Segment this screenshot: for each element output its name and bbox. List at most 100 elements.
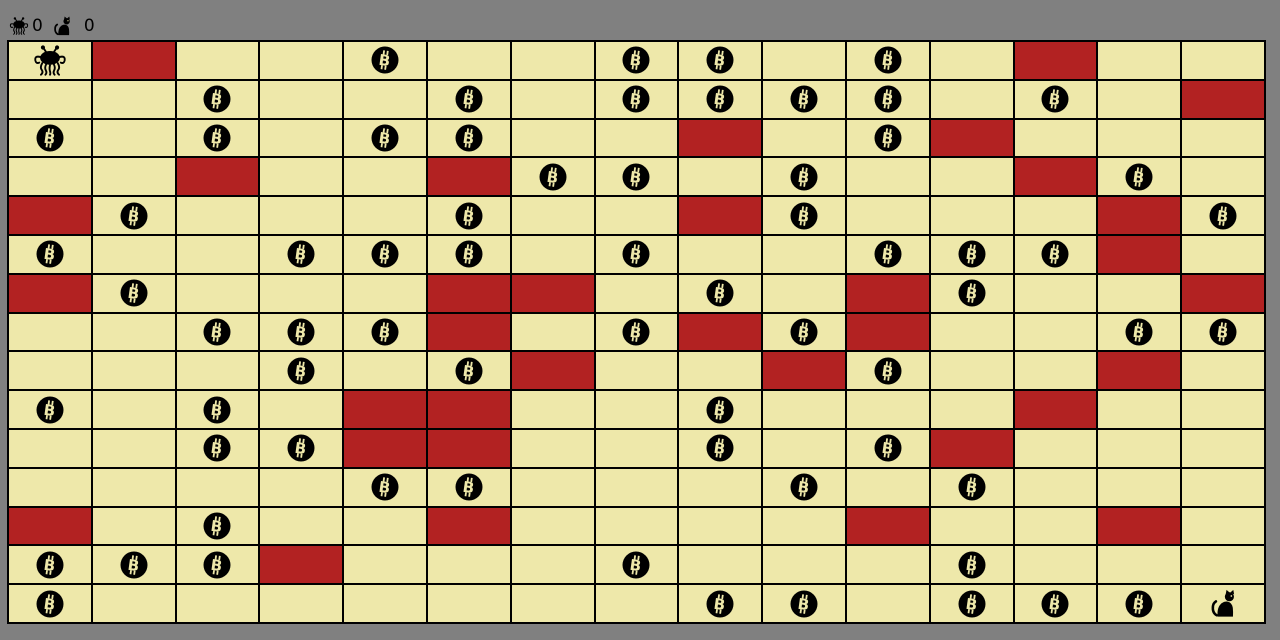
grid-cell[interactable]: B bbox=[930, 585, 1013, 622]
grid-cell[interactable]: B bbox=[428, 352, 510, 390]
grid-cell[interactable] bbox=[763, 429, 845, 467]
grid-cell[interactable] bbox=[1098, 42, 1181, 79]
grid-cell[interactable] bbox=[930, 197, 1013, 234]
grid-cell[interactable] bbox=[344, 274, 426, 312]
wall-cell[interactable] bbox=[847, 274, 929, 312]
wall-cell[interactable] bbox=[9, 507, 91, 545]
grid-cell[interactable] bbox=[511, 235, 594, 273]
wall-cell[interactable] bbox=[428, 158, 510, 196]
wall-cell[interactable] bbox=[679, 119, 762, 157]
grid-cell[interactable] bbox=[1014, 119, 1097, 157]
grid-cell[interactable] bbox=[595, 429, 678, 467]
grid-cell[interactable] bbox=[92, 468, 175, 506]
grid-cell[interactable] bbox=[930, 352, 1013, 390]
grid-cell[interactable] bbox=[92, 585, 175, 622]
grid-cell[interactable]: B bbox=[176, 119, 259, 157]
grid-cell[interactable] bbox=[511, 585, 594, 622]
grid-cell[interactable] bbox=[260, 197, 343, 234]
grid-cell[interactable]: B bbox=[9, 585, 91, 622]
grid-cell[interactable]: B bbox=[1098, 585, 1181, 622]
wall-cell[interactable] bbox=[1098, 235, 1181, 273]
grid-cell[interactable] bbox=[847, 197, 929, 234]
grid-cell[interactable]: B bbox=[9, 119, 91, 157]
wall-cell[interactable] bbox=[428, 507, 510, 545]
grid-cell[interactable]: B bbox=[763, 468, 845, 506]
grid-cell[interactable]: B bbox=[1098, 313, 1181, 351]
grid-cell[interactable] bbox=[1182, 391, 1264, 428]
grid-cell[interactable]: B bbox=[344, 313, 426, 351]
grid-cell[interactable]: B bbox=[260, 352, 343, 390]
wall-cell[interactable] bbox=[1098, 507, 1181, 545]
grid-cell[interactable] bbox=[1098, 391, 1181, 428]
grid-cell[interactable] bbox=[930, 507, 1013, 545]
grid-cell[interactable]: B bbox=[763, 313, 845, 351]
grid-cell[interactable] bbox=[344, 158, 426, 196]
grid-cell[interactable] bbox=[1182, 352, 1264, 390]
grid-cell[interactable] bbox=[92, 391, 175, 428]
grid-cell[interactable] bbox=[679, 468, 762, 506]
grid-cell[interactable]: B bbox=[92, 197, 175, 234]
grid-cell[interactable] bbox=[511, 42, 594, 79]
grid-cell[interactable]: B bbox=[260, 429, 343, 467]
grid-cell[interactable]: B bbox=[92, 546, 175, 584]
wall-cell[interactable] bbox=[930, 429, 1013, 467]
grid-cell[interactable]: B bbox=[595, 313, 678, 351]
grid-cell[interactable] bbox=[428, 546, 510, 584]
grid-cell[interactable] bbox=[1014, 507, 1097, 545]
grid-cell[interactable] bbox=[847, 585, 929, 622]
grid-cell[interactable]: B bbox=[679, 274, 762, 312]
grid-cell[interactable] bbox=[176, 42, 259, 79]
grid-cell[interactable] bbox=[92, 235, 175, 273]
grid-cell[interactable] bbox=[1098, 546, 1181, 584]
grid-cell[interactable]: B bbox=[847, 42, 929, 79]
wall-cell[interactable] bbox=[1182, 274, 1264, 312]
grid-cell[interactable] bbox=[176, 468, 259, 506]
grid-cell[interactable]: B bbox=[92, 274, 175, 312]
grid-cell[interactable] bbox=[92, 507, 175, 545]
grid-cell[interactable] bbox=[1182, 468, 1264, 506]
grid-cell[interactable] bbox=[260, 42, 343, 79]
grid-cell[interactable]: B bbox=[9, 391, 91, 428]
grid-cell[interactable] bbox=[763, 391, 845, 428]
grid-cell[interactable] bbox=[679, 235, 762, 273]
grid-cell[interactable] bbox=[1098, 119, 1181, 157]
grid-cell[interactable] bbox=[595, 585, 678, 622]
grid-cell[interactable] bbox=[92, 313, 175, 351]
grid-cell[interactable] bbox=[1182, 158, 1264, 196]
grid-cell[interactable]: B bbox=[344, 468, 426, 506]
grid-cell[interactable]: B bbox=[595, 158, 678, 196]
grid-cell[interactable] bbox=[1182, 119, 1264, 157]
grid-cell[interactable] bbox=[260, 468, 343, 506]
grid-cell[interactable]: B bbox=[344, 119, 426, 157]
grid-cell[interactable] bbox=[930, 42, 1013, 79]
grid-cell[interactable] bbox=[9, 429, 91, 467]
grid-cell[interactable]: B bbox=[176, 80, 259, 118]
wall-cell[interactable] bbox=[1098, 197, 1181, 234]
grid-cell[interactable] bbox=[1182, 585, 1264, 622]
grid-cell[interactable] bbox=[511, 391, 594, 428]
grid-cell[interactable] bbox=[1014, 429, 1097, 467]
grid-cell[interactable]: B bbox=[679, 429, 762, 467]
wall-cell[interactable] bbox=[344, 429, 426, 467]
grid-cell[interactable]: B bbox=[847, 429, 929, 467]
grid-cell[interactable] bbox=[511, 80, 594, 118]
grid-cell[interactable]: B bbox=[176, 391, 259, 428]
grid-cell[interactable] bbox=[595, 274, 678, 312]
grid-cell[interactable]: B bbox=[595, 546, 678, 584]
grid-cell[interactable] bbox=[1182, 42, 1264, 79]
grid-cell[interactable] bbox=[1098, 80, 1181, 118]
grid-cell[interactable] bbox=[92, 352, 175, 390]
grid-cell[interactable] bbox=[930, 391, 1013, 428]
grid-cell[interactable]: B bbox=[595, 80, 678, 118]
grid-cell[interactable] bbox=[847, 468, 929, 506]
grid-cell[interactable] bbox=[763, 42, 845, 79]
grid-cell[interactable] bbox=[260, 391, 343, 428]
grid-cell[interactable] bbox=[92, 429, 175, 467]
grid-cell[interactable] bbox=[260, 158, 343, 196]
grid-cell[interactable] bbox=[344, 80, 426, 118]
grid-cell[interactable]: B bbox=[595, 235, 678, 273]
grid-cell[interactable] bbox=[344, 585, 426, 622]
grid-cell[interactable]: B bbox=[763, 585, 845, 622]
wall-cell[interactable] bbox=[344, 391, 426, 428]
grid-cell[interactable] bbox=[847, 546, 929, 584]
